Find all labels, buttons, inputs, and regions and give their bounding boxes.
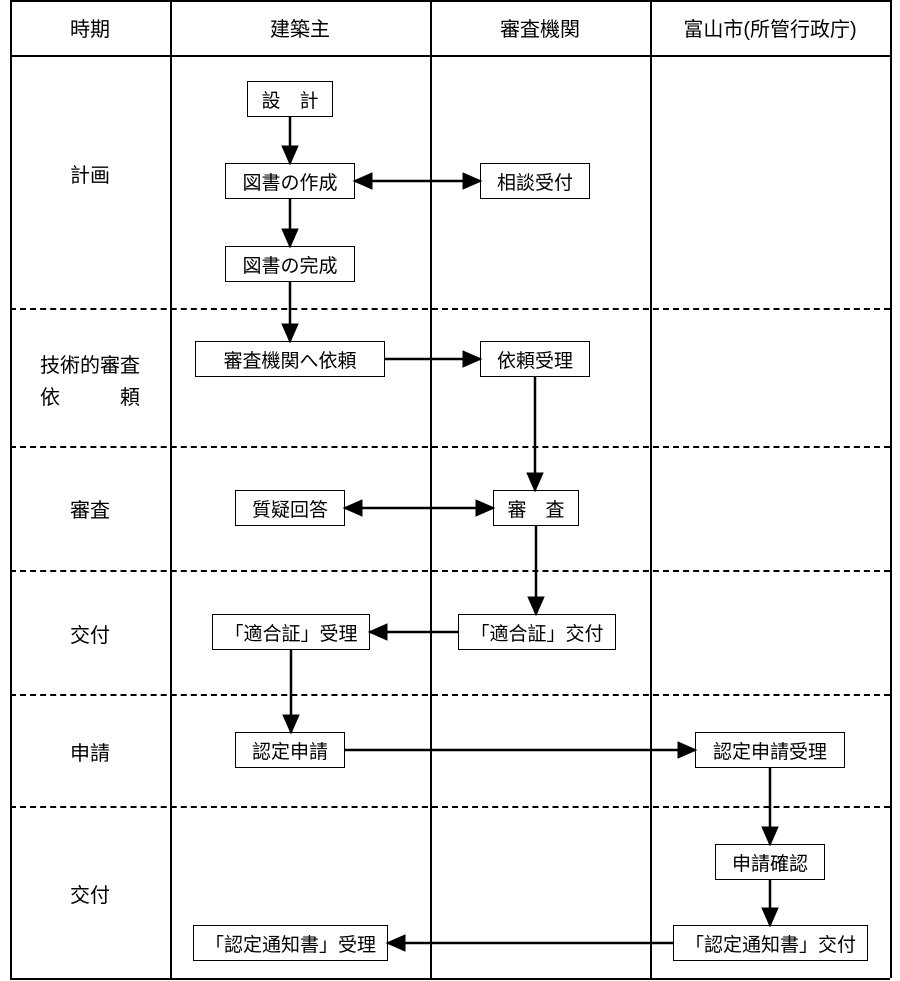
row-label-shinsei: 申請: [10, 738, 170, 770]
node-irai_juri: 依頼受理: [480, 341, 590, 377]
node-shinsakikan: 審査機関へ依頼: [195, 341, 385, 377]
border-bottom: [10, 978, 890, 980]
node-tosho_kansei: 図書の完成: [225, 246, 355, 282]
row-label-text: 技術的審査依 頼: [40, 350, 140, 414]
row-label-gijutsu: 技術的審査依 頼: [10, 350, 170, 414]
node-tsuchi_juri: 「認定通知書」受理: [193, 925, 388, 961]
row-div-1: [10, 308, 890, 310]
arrows-layer: [0, 0, 900, 981]
row-label-text: 申請: [70, 738, 110, 770]
col-line-0: [10, 0, 12, 978]
row-label-kofu1: 交付: [10, 620, 170, 652]
row-label-kofu2: 交付: [10, 880, 170, 912]
col-line-3: [650, 0, 652, 978]
node-sekei: 設 計: [247, 81, 333, 117]
row-label-text: 計画: [70, 160, 110, 192]
node-shitsugi: 質疑回答: [235, 490, 345, 526]
header-shinsakikan: 審査機関: [430, 0, 650, 55]
node-tekigo_kofu: 「適合証」交付: [458, 614, 616, 650]
row-label-text: 交付: [70, 620, 110, 652]
node-tekigo_juri: 「適合証」受理: [212, 614, 370, 650]
node-shinsei_kakunin: 申請確認: [715, 844, 825, 880]
node-nintei_shinsei: 認定申請: [235, 732, 345, 768]
col-line-4: [890, 0, 892, 978]
row-div-2: [10, 446, 890, 448]
header-kenchikunushi: 建築主: [170, 0, 430, 55]
col-line-1: [170, 0, 172, 978]
row-div-3: [10, 570, 890, 572]
header-toyama: 富山市(所管行政庁): [650, 0, 890, 55]
col-line-2: [430, 0, 432, 978]
row-label-text: 審査: [70, 495, 110, 527]
node-tosho_sakusei: 図書の作成: [225, 163, 355, 199]
row-div-5: [10, 806, 890, 808]
flowchart: 時期 建築主 審査機関 富山市(所管行政庁) 計画 技術的審査依 頼 審査 交付…: [0, 0, 900, 981]
node-nintei_juri: 認定申請受理: [695, 732, 845, 768]
row-label-text: 交付: [70, 880, 110, 912]
header-divider: [10, 55, 890, 57]
row-div-4: [10, 694, 890, 696]
node-sodan: 相談受付: [480, 163, 590, 199]
header-jiki: 時期: [10, 0, 170, 55]
row-label-keikaku: 計画: [10, 160, 170, 192]
node-tsuchi_kofu: 「認定通知書」交付: [673, 925, 868, 961]
node-shinsa: 審 査: [493, 490, 579, 526]
row-label-shinsa: 審査: [10, 495, 170, 527]
